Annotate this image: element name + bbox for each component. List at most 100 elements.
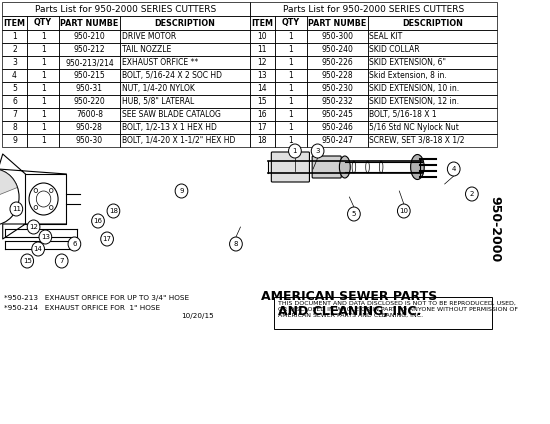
Text: 10/20/15: 10/20/15 bbox=[182, 313, 214, 319]
Text: EXHAUST ORFICE **: EXHAUST ORFICE ** bbox=[122, 58, 198, 67]
Bar bbox=[367, 43, 497, 56]
Text: 1: 1 bbox=[288, 136, 293, 145]
Text: 1: 1 bbox=[288, 58, 293, 67]
Text: 5/16 Std NC Nylock Nut: 5/16 Std NC Nylock Nut bbox=[370, 123, 459, 132]
Bar bbox=[120, 121, 250, 134]
Wedge shape bbox=[0, 169, 18, 197]
Text: 16: 16 bbox=[257, 110, 267, 119]
Text: 12: 12 bbox=[257, 58, 267, 67]
Bar bbox=[275, 134, 307, 147]
Bar bbox=[120, 69, 250, 82]
Text: 1: 1 bbox=[41, 97, 46, 106]
Bar bbox=[367, 134, 497, 147]
Bar bbox=[275, 121, 307, 134]
Bar bbox=[2, 69, 27, 82]
Text: 3: 3 bbox=[315, 148, 320, 154]
Text: 17: 17 bbox=[257, 123, 267, 132]
Bar bbox=[120, 82, 250, 95]
Text: 18: 18 bbox=[257, 136, 267, 145]
Bar bbox=[307, 95, 367, 108]
Bar bbox=[2, 121, 27, 134]
Bar bbox=[27, 82, 59, 95]
Text: SKID EXTENSION, 12 in.: SKID EXTENSION, 12 in. bbox=[370, 97, 459, 106]
Bar bbox=[250, 56, 275, 69]
Text: 7: 7 bbox=[59, 258, 64, 264]
Text: BOLT, 5/16-24 X 2 SOC HD: BOLT, 5/16-24 X 2 SOC HD bbox=[122, 71, 222, 80]
Text: TAIL NOZZLE: TAIL NOZZLE bbox=[122, 45, 171, 54]
FancyBboxPatch shape bbox=[312, 156, 341, 178]
Bar bbox=[275, 56, 307, 69]
Text: Parts List for 950-2000 SERIES CUTTERS: Parts List for 950-2000 SERIES CUTTERS bbox=[283, 5, 464, 14]
Bar bbox=[307, 69, 367, 82]
Bar bbox=[27, 43, 59, 56]
Text: 1: 1 bbox=[12, 32, 17, 41]
Bar bbox=[367, 121, 497, 134]
Bar bbox=[250, 82, 275, 95]
Circle shape bbox=[56, 254, 68, 268]
Circle shape bbox=[175, 184, 188, 198]
Text: 5: 5 bbox=[12, 84, 17, 93]
Bar bbox=[250, 134, 275, 147]
Bar bbox=[250, 121, 275, 134]
Text: 950-232: 950-232 bbox=[321, 97, 353, 106]
Bar bbox=[120, 134, 250, 147]
Bar bbox=[27, 108, 59, 121]
Text: 950-240: 950-240 bbox=[321, 45, 353, 54]
Circle shape bbox=[32, 242, 45, 256]
Bar bbox=[2, 30, 27, 43]
Bar bbox=[27, 16, 59, 30]
Text: BOLT, 5/16-18 X 1: BOLT, 5/16-18 X 1 bbox=[370, 110, 437, 119]
Bar bbox=[27, 30, 59, 43]
Bar bbox=[274, 297, 492, 329]
Text: 1: 1 bbox=[288, 71, 293, 80]
Text: 1: 1 bbox=[288, 110, 293, 119]
Text: 6: 6 bbox=[72, 241, 76, 247]
Bar bbox=[27, 95, 59, 108]
Text: 15: 15 bbox=[23, 258, 32, 264]
Circle shape bbox=[21, 254, 34, 268]
Bar bbox=[275, 82, 307, 95]
Bar bbox=[59, 82, 120, 95]
Text: PART NUMBE: PART NUMBE bbox=[308, 19, 366, 28]
Bar bbox=[250, 43, 275, 56]
Text: QTY: QTY bbox=[34, 19, 52, 28]
Text: 14: 14 bbox=[257, 84, 267, 93]
Bar bbox=[120, 56, 250, 69]
Ellipse shape bbox=[379, 161, 383, 173]
Circle shape bbox=[398, 204, 410, 218]
Circle shape bbox=[465, 187, 478, 201]
Bar bbox=[250, 69, 275, 82]
Text: 10: 10 bbox=[257, 32, 267, 41]
Bar bbox=[120, 30, 250, 43]
Text: 1: 1 bbox=[41, 136, 46, 145]
Bar bbox=[250, 16, 275, 30]
Bar bbox=[2, 134, 27, 147]
FancyBboxPatch shape bbox=[271, 152, 310, 182]
Text: 12: 12 bbox=[29, 224, 38, 230]
Bar bbox=[59, 56, 120, 69]
Bar bbox=[2, 43, 27, 56]
Text: *950-213   EXHAUST ORFICE FOR UP TO 3/4" HOSE: *950-213 EXHAUST ORFICE FOR UP TO 3/4" H… bbox=[4, 295, 189, 301]
Text: 13: 13 bbox=[257, 71, 267, 80]
Bar bbox=[2, 56, 27, 69]
Text: 950-230: 950-230 bbox=[321, 84, 353, 93]
Text: 1: 1 bbox=[288, 45, 293, 54]
Text: 10: 10 bbox=[399, 208, 408, 214]
Text: SKID COLLAR: SKID COLLAR bbox=[370, 45, 420, 54]
Text: 8: 8 bbox=[12, 123, 17, 132]
Text: 950-212: 950-212 bbox=[74, 45, 105, 54]
Text: 950-245: 950-245 bbox=[321, 110, 353, 119]
Bar bbox=[367, 16, 497, 30]
Bar bbox=[59, 95, 120, 108]
Text: 1: 1 bbox=[288, 97, 293, 106]
Circle shape bbox=[107, 204, 120, 218]
Text: 2: 2 bbox=[12, 45, 17, 54]
Text: 9: 9 bbox=[179, 188, 184, 194]
Text: 950-31: 950-31 bbox=[76, 84, 103, 93]
Text: SKID EXTENSION, 10 in.: SKID EXTENSION, 10 in. bbox=[370, 84, 459, 93]
Text: 8: 8 bbox=[234, 241, 238, 247]
Bar bbox=[367, 30, 497, 43]
Circle shape bbox=[447, 162, 460, 176]
Bar bbox=[120, 16, 250, 30]
Bar bbox=[367, 95, 497, 108]
